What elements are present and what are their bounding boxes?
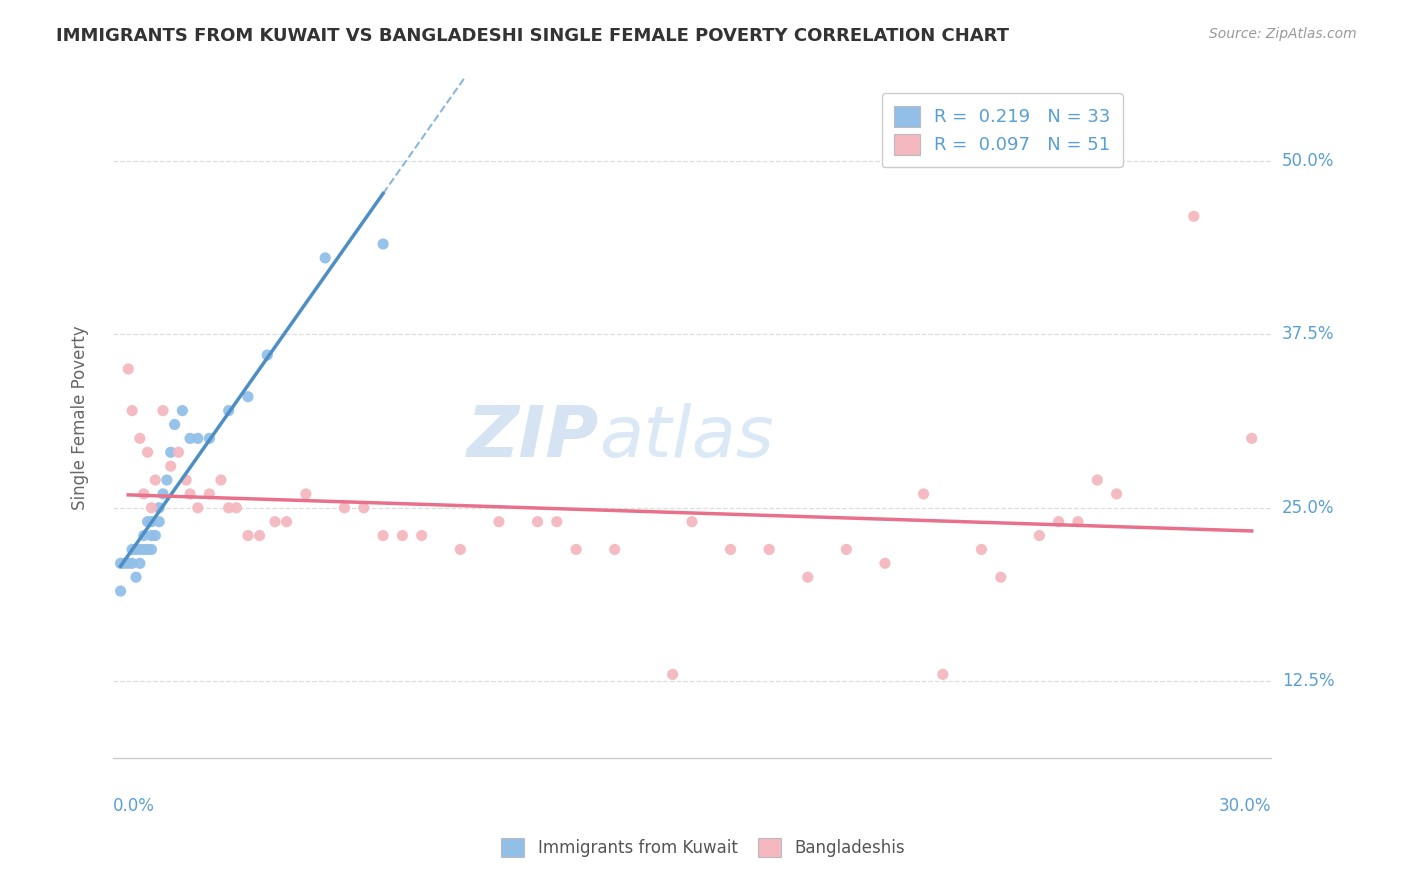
Point — [143, 473, 166, 487]
Point — [1105, 487, 1128, 501]
Legend: Immigrants from Kuwait, Bangladeshis: Immigrants from Kuwait, Bangladeshis — [492, 830, 914, 866]
Point — [132, 542, 155, 557]
Point — [488, 515, 510, 529]
Point — [835, 542, 858, 557]
Point — [125, 570, 148, 584]
Point — [132, 487, 155, 501]
Point — [249, 528, 271, 542]
Point — [198, 487, 221, 501]
Point — [1047, 515, 1070, 529]
Point — [873, 557, 896, 571]
Point — [236, 390, 259, 404]
Point — [179, 431, 201, 445]
Point — [681, 515, 703, 529]
Point — [128, 431, 150, 445]
Point — [603, 542, 626, 557]
Point — [159, 445, 181, 459]
Point — [141, 500, 163, 515]
Point — [110, 584, 132, 599]
Point — [1067, 515, 1090, 529]
Point — [172, 403, 194, 417]
Text: 50.0%: 50.0% — [1282, 152, 1334, 169]
Point — [128, 542, 150, 557]
Point — [136, 445, 159, 459]
Point — [148, 500, 170, 515]
Y-axis label: Single Female Poverty: Single Female Poverty — [72, 326, 89, 510]
Point — [276, 515, 298, 529]
Point — [758, 542, 780, 557]
Point — [797, 570, 820, 584]
Text: 0.0%: 0.0% — [112, 797, 155, 814]
Point — [264, 515, 287, 529]
Point — [136, 515, 159, 529]
Point — [218, 403, 240, 417]
Text: Source: ZipAtlas.com: Source: ZipAtlas.com — [1209, 27, 1357, 41]
Point — [661, 667, 683, 681]
Point — [411, 528, 433, 542]
Point — [174, 473, 197, 487]
Point — [163, 417, 186, 432]
Legend: R =  0.219   N = 33, R =  0.097   N = 51: R = 0.219 N = 33, R = 0.097 N = 51 — [882, 94, 1123, 168]
Text: 37.5%: 37.5% — [1282, 326, 1334, 343]
Point — [236, 528, 259, 542]
Point — [546, 515, 568, 529]
Text: 12.5%: 12.5% — [1282, 673, 1334, 690]
Point — [148, 515, 170, 529]
Point — [256, 348, 278, 362]
Point — [179, 487, 201, 501]
Point — [526, 515, 548, 529]
Point — [209, 473, 232, 487]
Point — [125, 542, 148, 557]
Point — [136, 542, 159, 557]
Point — [167, 445, 190, 459]
Point — [1085, 473, 1108, 487]
Point — [141, 542, 163, 557]
Text: 30.0%: 30.0% — [1219, 797, 1271, 814]
Point — [121, 403, 143, 417]
Point — [114, 557, 136, 571]
Point — [152, 403, 174, 417]
Point — [121, 542, 143, 557]
Text: atlas: atlas — [599, 403, 773, 473]
Point — [720, 542, 742, 557]
Point — [117, 557, 139, 571]
Point — [990, 570, 1012, 584]
Point — [970, 542, 993, 557]
Point — [565, 542, 588, 557]
Point — [132, 528, 155, 542]
Point — [218, 500, 240, 515]
Point — [225, 500, 247, 515]
Point — [141, 515, 163, 529]
Point — [371, 237, 394, 252]
Point — [449, 542, 471, 557]
Point — [333, 500, 356, 515]
Point — [314, 251, 336, 265]
Point — [1240, 431, 1263, 445]
Point — [156, 473, 179, 487]
Point — [295, 487, 318, 501]
Point — [371, 528, 394, 542]
Point — [141, 528, 163, 542]
Point — [1028, 528, 1050, 542]
Text: 25.0%: 25.0% — [1282, 499, 1334, 516]
Point — [932, 667, 955, 681]
Point — [187, 431, 209, 445]
Point — [391, 528, 413, 542]
Point — [912, 487, 935, 501]
Point — [187, 500, 209, 515]
Point — [110, 557, 132, 571]
Point — [353, 500, 375, 515]
Point — [1182, 209, 1205, 223]
Point — [198, 431, 221, 445]
Point — [128, 557, 150, 571]
Point — [121, 557, 143, 571]
Text: IMMIGRANTS FROM KUWAIT VS BANGLADESHI SINGLE FEMALE POVERTY CORRELATION CHART: IMMIGRANTS FROM KUWAIT VS BANGLADESHI SI… — [56, 27, 1010, 45]
Text: ZIP: ZIP — [467, 403, 599, 473]
Point — [159, 459, 181, 474]
Point — [152, 487, 174, 501]
Point — [143, 528, 166, 542]
Point — [117, 362, 139, 376]
